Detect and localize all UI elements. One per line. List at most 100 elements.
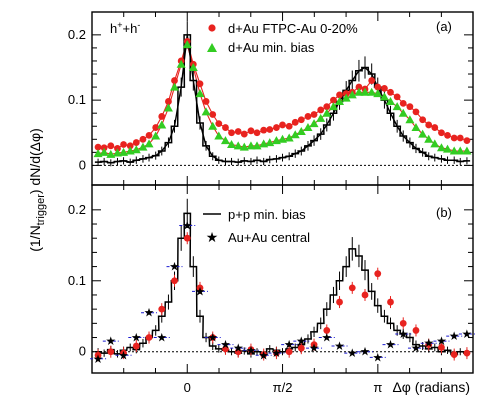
annotation-sup1: + <box>117 20 122 30</box>
legend-label-minbias: d+Au min. bias <box>228 40 315 55</box>
data-point-triangle <box>163 103 173 112</box>
data-point-triangle <box>418 129 428 138</box>
x-tick-label: 0 <box>184 380 191 395</box>
data-point-circle <box>171 77 178 84</box>
data-point-triangle <box>296 126 306 135</box>
y-tick-label: 0 <box>79 344 86 359</box>
data-point-star: ★ <box>296 334 307 348</box>
data-point-circle <box>330 96 337 104</box>
data-point-circle <box>247 346 255 353</box>
panel-b: 00.10.2 ★★★★★★★★★★★ ★ ★ ★ ★★ ★★★★★ ★ ★★★★ ★ ★ ★ ★ (… <box>68 184 475 374</box>
data-point-triangle <box>246 141 256 150</box>
data-point-star: ★ <box>423 336 434 350</box>
data-point-circle <box>399 319 407 327</box>
data-point-circle <box>368 77 376 84</box>
data-point-circle <box>412 108 420 116</box>
data-point-circle <box>297 116 305 124</box>
data-point-circle <box>260 126 268 134</box>
data-point-star: ★ <box>360 345 371 359</box>
data-point-triangle <box>112 148 122 157</box>
data-point-star: ★ <box>258 348 269 362</box>
data-point-star: ★ <box>449 329 460 343</box>
data-point-triangle <box>170 82 180 91</box>
data-point-circle <box>336 91 343 99</box>
data-point-star: ★ <box>347 346 358 360</box>
data-point-circle <box>310 341 318 349</box>
data-point-circle <box>450 134 458 142</box>
legend-marker-minbias <box>207 43 217 52</box>
data-point-circle <box>323 103 331 111</box>
data-point-triangle <box>119 147 129 156</box>
data-point-triangle <box>316 113 326 122</box>
data-point-circle <box>266 126 274 133</box>
data-point-circle <box>393 93 401 101</box>
data-point-circle <box>431 124 439 131</box>
data-point-circle <box>196 80 204 88</box>
panel-a: 00.10.2 (a) h++h- d+Au FTPC-Au 0-20% d+A… <box>68 11 474 186</box>
data-point-circle <box>100 144 108 152</box>
data-point-circle <box>120 141 127 148</box>
data-point-star: ★ <box>398 327 409 341</box>
data-point-circle <box>279 121 286 129</box>
data-point-triangle <box>405 115 415 124</box>
data-point-circle <box>234 128 242 135</box>
data-point-circle <box>317 106 325 114</box>
data-point-triangle <box>208 121 218 130</box>
data-point-circle <box>145 131 153 139</box>
data-point-circle <box>361 291 369 299</box>
data-point-triangle <box>138 142 148 151</box>
data-point-triangle <box>449 146 459 155</box>
data-point-circle <box>336 298 343 306</box>
data-point-triangle <box>195 89 205 98</box>
data-point-triangle <box>284 133 294 142</box>
data-point-circle <box>145 334 153 341</box>
data-point-triangle <box>220 136 230 145</box>
data-point-star: ★ <box>372 350 383 364</box>
data-point-triangle <box>367 87 377 96</box>
data-point-triangle <box>322 108 332 117</box>
annotation-sup2: - <box>137 20 140 30</box>
data-point-triangle <box>151 131 161 140</box>
data-point-circle <box>158 113 166 120</box>
data-point-circle <box>438 129 445 137</box>
y-axis-label-pre: (1/N <box>27 225 43 251</box>
data-point-triangle <box>227 140 237 149</box>
data-point-star: ★ <box>436 334 447 348</box>
data-point-circle <box>240 130 248 138</box>
data-point-triangle <box>239 142 249 151</box>
y-tick-label: 0.1 <box>68 273 86 288</box>
data-point-circle <box>323 327 331 334</box>
panel-a-histogram <box>94 21 471 167</box>
x-axis-label: Δφ (radians) <box>392 379 470 395</box>
data-point-circle <box>234 348 242 356</box>
data-point-circle <box>406 103 414 111</box>
data-point-triangle <box>214 131 224 140</box>
data-point-triangle <box>201 107 211 116</box>
data-point-circle <box>387 298 394 306</box>
data-point-circle <box>196 284 204 292</box>
data-point-circle <box>94 143 102 151</box>
data-point-circle <box>253 129 261 137</box>
legend-marker-ftpc <box>208 24 216 32</box>
data-point-triangle <box>385 96 395 105</box>
panel-a-legend: d+Au FTPC-Au 0-20% d+Au min. bias <box>207 21 358 55</box>
data-point-triangle <box>430 139 440 148</box>
panel-b-label: (b) <box>436 205 452 220</box>
data-point-triangle <box>341 93 351 102</box>
data-point-triangle <box>379 92 389 101</box>
data-point-circle <box>310 111 318 118</box>
data-point-star: ★ <box>156 331 167 345</box>
data-point-triangle <box>424 134 434 143</box>
annotation-plus: + <box>123 21 131 36</box>
data-point-triangle <box>335 96 345 105</box>
data-point-triangle <box>182 40 192 49</box>
data-point-triangle <box>455 146 465 155</box>
data-point-circle <box>285 348 293 356</box>
data-point-star: ★ <box>334 339 345 353</box>
panel-a-annotation: h++h- <box>110 20 140 36</box>
data-point-circle <box>132 139 140 146</box>
data-point-circle <box>114 145 121 152</box>
data-point-star: ★ <box>131 331 142 345</box>
panel-a-label: (a) <box>436 19 452 34</box>
data-point-triangle <box>303 123 313 132</box>
